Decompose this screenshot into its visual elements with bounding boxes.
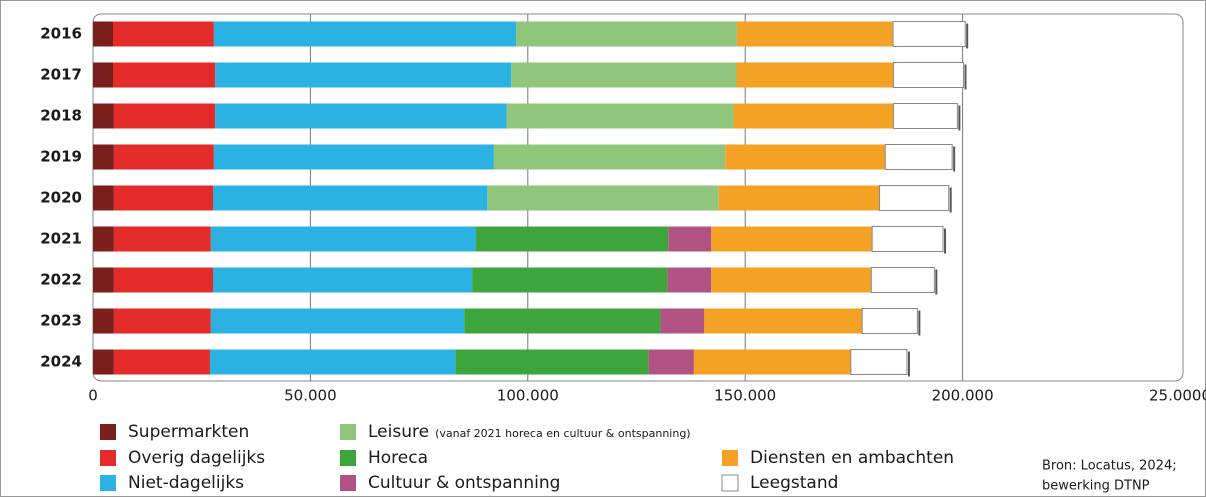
- y-tick-label: 2023: [40, 312, 82, 330]
- bar-segment: [693, 349, 851, 375]
- legend-label: Supermarkten: [128, 422, 249, 442]
- bar-segment: [884, 144, 953, 170]
- bar-segment: [871, 226, 944, 252]
- bar-segment: [511, 62, 737, 88]
- bar-segment: [93, 144, 114, 170]
- bar-segment: [213, 144, 494, 170]
- bar-segment: [93, 103, 114, 129]
- bar-segment: [215, 62, 512, 88]
- y-tick-label: 2017: [40, 66, 82, 84]
- legend-swatch: [340, 450, 356, 466]
- bar-segment: [93, 185, 114, 211]
- bar-segment: [493, 144, 726, 170]
- x-tick-label: 200.000: [932, 387, 994, 405]
- bar-segment: [93, 62, 114, 88]
- legend-label: Leisure: [368, 422, 429, 442]
- bar-segment: [892, 103, 958, 129]
- x-tick-label: 50.000: [284, 387, 337, 405]
- legend-label: Cultuur & ontspanning: [368, 473, 560, 493]
- bar-segment: [667, 267, 712, 293]
- bar-segment: [93, 349, 114, 375]
- bar-segment: [704, 308, 863, 334]
- bar-segment: [213, 267, 473, 293]
- bar-segment: [711, 226, 873, 252]
- bar-segment: [113, 185, 214, 211]
- y-tick-label: 2019: [40, 148, 82, 166]
- bar-segment: [861, 308, 918, 334]
- legend-swatch: [722, 450, 738, 466]
- bar-segment: [213, 185, 488, 211]
- bar-segment: [516, 21, 737, 47]
- x-tick-label: 150.000: [714, 387, 776, 405]
- source: Bron: Locatus, 2024;: [1042, 459, 1177, 474]
- y-tick-label: 2022: [40, 271, 82, 289]
- legend-swatch: [100, 450, 116, 466]
- legend-label: Horeca: [368, 448, 428, 468]
- bar-segment: [668, 226, 712, 252]
- bar-segment: [113, 144, 214, 170]
- legend-swatch: [100, 424, 116, 440]
- legend-swatch: [340, 424, 356, 440]
- bar-segment: [209, 349, 456, 375]
- y-tick-label: 2021: [40, 230, 82, 248]
- legend-label: Leegstand: [750, 473, 838, 493]
- bar-segment: [725, 144, 886, 170]
- bar-segment: [113, 308, 211, 334]
- bar-segment: [210, 226, 477, 252]
- bar-segment: [711, 267, 872, 293]
- legend-swatch: [100, 475, 116, 491]
- bar-segment: [113, 267, 214, 293]
- bar-segment: [879, 185, 950, 211]
- bar-segment: [113, 226, 211, 252]
- legend-label: Overig dagelijks: [128, 448, 265, 468]
- bar-segment: [93, 226, 114, 252]
- bar-segment: [850, 349, 908, 375]
- bar-segment: [455, 349, 649, 375]
- legend-swatch: [340, 475, 356, 491]
- bar-segment: [870, 267, 935, 293]
- bar-segment: [210, 308, 465, 334]
- bar-segment: [93, 308, 114, 334]
- bar-segment: [892, 62, 964, 88]
- bar-segment: [718, 185, 880, 211]
- bar-segment: [93, 21, 114, 47]
- y-tick-label: 2018: [40, 107, 82, 125]
- bar-segment: [487, 185, 719, 211]
- y-tick-label: 2024: [40, 353, 82, 371]
- bar-segment: [472, 267, 668, 293]
- y-tick-label: 2020: [40, 189, 82, 207]
- legend-label: Niet-dagelijks: [128, 473, 244, 493]
- bar-segment: [93, 267, 114, 293]
- x-tick-label: 100.000: [497, 387, 559, 405]
- bar-segment: [113, 349, 210, 375]
- bar-segment: [476, 226, 669, 252]
- x-tick-label: 0: [88, 387, 98, 405]
- legend-note: (vanaf 2021 horeca en cultuur & ontspann…: [435, 427, 691, 440]
- bar-segment: [660, 308, 705, 334]
- bar-segment: [113, 103, 216, 129]
- source: bewerking DTNP: [1042, 479, 1150, 494]
- bar-segment: [213, 21, 517, 47]
- x-tick-label: 25.0000: [1149, 387, 1206, 405]
- bar-segment: [113, 21, 214, 47]
- legend-label: Diensten en ambachten: [750, 448, 954, 468]
- bar-segment: [648, 349, 694, 375]
- bar-segment: [506, 103, 734, 129]
- bar-segment: [736, 21, 894, 47]
- legend-swatch: [721, 474, 739, 492]
- bar-segment: [113, 62, 216, 88]
- bar-segment: [215, 103, 507, 129]
- bar-segment: [464, 308, 661, 334]
- bar-segment: [736, 62, 894, 88]
- bar-segment: [733, 103, 894, 129]
- bar-segment: [892, 21, 966, 47]
- y-tick-label: 2016: [40, 25, 82, 43]
